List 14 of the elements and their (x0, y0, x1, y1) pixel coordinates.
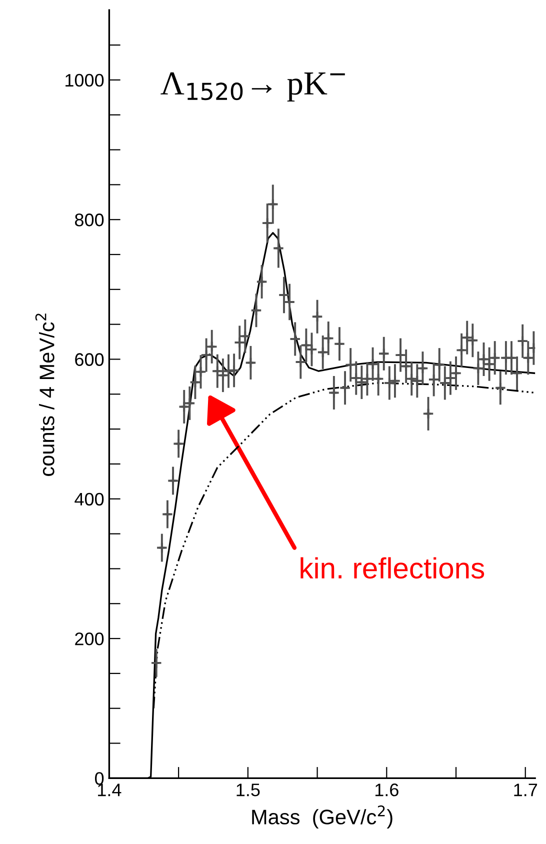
y-tick-label: 1000 (66, 74, 104, 87)
x-tick-label: 1.6 (375, 784, 398, 796)
x-tick-label: 1.4 (98, 784, 122, 796)
y-tick-label: 0 (95, 772, 104, 785)
x-axis-title: Mass (GeV/c$^{2}$) (252, 805, 392, 829)
annotation: kin. reflections (300, 557, 484, 579)
text: Λ$_{1520}$→ pK$^{−}$ (160, 72, 345, 102)
y-tick-label: 800 (75, 214, 104, 226)
y-tick-label: 200 (75, 632, 104, 646)
y-tick-label: 600 (75, 353, 104, 366)
y-tick-label: 400 (74, 492, 104, 506)
y-axis-title: counts / 4 MeV/c$^{2}$ (35, 314, 54, 476)
x-tick-label: 1.7 (514, 784, 538, 796)
x-tick-label: 1.5 (236, 784, 260, 796)
